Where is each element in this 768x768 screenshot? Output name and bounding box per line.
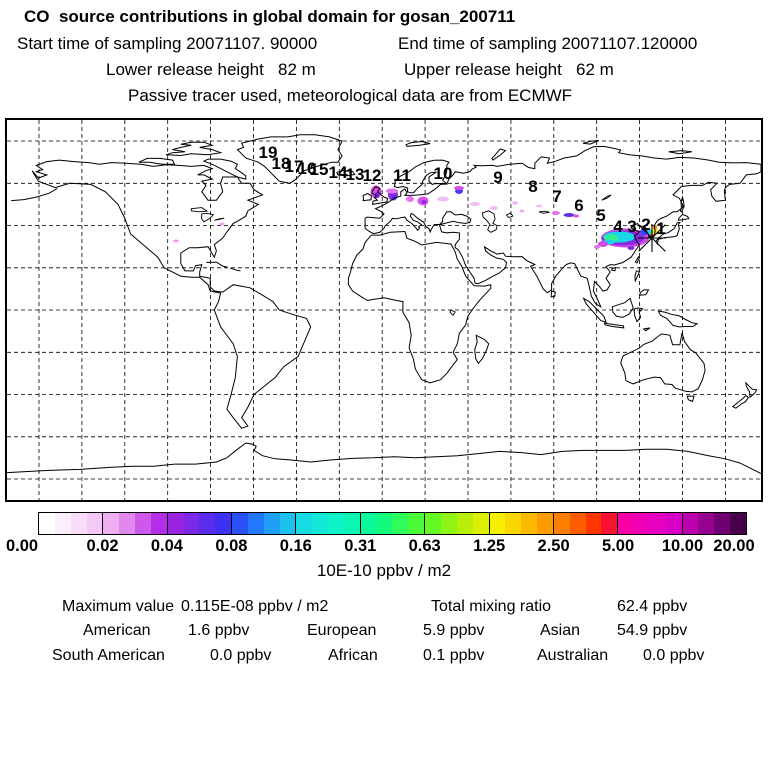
- lower-release-height: Lower release height 82 m: [106, 60, 316, 79]
- svg-text:10: 10: [434, 164, 453, 183]
- world-map: 19 18 17 16 15 14 13 12 11 10 9 8 7 6 5 4 3 2 1: [5, 118, 763, 502]
- colorbar-tick: 0.02: [86, 537, 119, 555]
- svg-text:3: 3: [627, 217, 636, 236]
- svg-text:9: 9: [493, 168, 502, 187]
- colorbar-tick: 10.00: [661, 537, 704, 555]
- coastlines: [7, 134, 761, 475]
- total-mixing-ratio-value: 62.4 ppbv: [617, 598, 688, 615]
- max-value: 0.115E-08 ppbv / m2: [181, 598, 329, 615]
- svg-text:11: 11: [393, 166, 411, 185]
- graticule: [7, 120, 761, 500]
- svg-text:12: 12: [363, 166, 382, 185]
- colorbar-tick: 0.63: [408, 537, 441, 555]
- european-label: European: [307, 622, 377, 639]
- american-label: American: [83, 622, 151, 639]
- svg-text:8: 8: [528, 177, 537, 196]
- colorbar-segment: [424, 513, 489, 534]
- svg-text:13: 13: [346, 165, 365, 184]
- svg-text:2: 2: [641, 215, 650, 234]
- page-title: CO source contributions in global domain…: [24, 7, 516, 26]
- american-value: 1.6 ppbv: [188, 622, 250, 639]
- african-label: African: [328, 647, 378, 664]
- colorbar-tick: 5.00: [602, 537, 635, 555]
- colorbar: [38, 512, 747, 535]
- svg-text:15: 15: [310, 160, 329, 179]
- colorbar-tick: 0.00: [5, 537, 39, 555]
- upper-release-height: Upper release height 62 m: [404, 60, 614, 79]
- total-mixing-ratio-label: Total mixing ratio: [431, 598, 552, 615]
- colorbar-segment: [231, 513, 296, 534]
- colorbar-segment: [488, 513, 553, 534]
- african-value: 0.1 ppbv: [423, 647, 485, 664]
- svg-text:19: 19: [259, 143, 278, 162]
- svg-text:17: 17: [285, 157, 304, 176]
- sampling-start-time: Start time of sampling 20071107. 90000: [17, 34, 318, 53]
- svg-text:5: 5: [596, 206, 605, 225]
- svg-text:18: 18: [272, 154, 291, 173]
- colorbar-tick: 20.00: [713, 537, 755, 555]
- tracer-note: Passive tracer used, meteorological data…: [128, 86, 573, 105]
- colorbar-segment: [681, 513, 746, 534]
- colorbar-tick: 0.08: [215, 537, 248, 555]
- colorbar-segment: [295, 513, 360, 534]
- colorbar-segment: [359, 513, 425, 534]
- svg-text:4: 4: [613, 217, 623, 236]
- european-value: 5.9 ppbv: [423, 622, 485, 639]
- colorbar-tick: 0.31: [344, 537, 377, 555]
- colorbar-segment: [102, 513, 167, 534]
- colorbar-segment: [166, 513, 232, 534]
- sampling-end-time: End time of sampling 20071107.120000: [398, 34, 698, 53]
- colorbar-segment: [552, 513, 618, 534]
- svg-text:16: 16: [298, 159, 317, 178]
- svg-text:7: 7: [552, 187, 561, 206]
- australian-value: 0.0 ppbv: [643, 647, 705, 664]
- south-american-value: 0.0 ppbv: [210, 647, 272, 664]
- colorbar-tick: 0.16: [279, 537, 312, 555]
- asian-value: 54.9 ppbv: [617, 622, 688, 639]
- svg-text:6: 6: [574, 196, 583, 215]
- max-value-label: Maximum value: [62, 598, 175, 615]
- colorbar-segment: [617, 513, 682, 534]
- svg-text:14: 14: [329, 163, 348, 182]
- colorbar-unit-label: 10E-10 ppbv / m2: [316, 561, 452, 580]
- australian-label: Australian: [537, 647, 609, 664]
- south-american-label: South American: [52, 647, 165, 664]
- colorbar-tick: 1.25: [473, 537, 506, 555]
- colorbar-segment: [39, 513, 103, 534]
- svg-text:1: 1: [656, 219, 665, 238]
- asian-label: Asian: [540, 622, 581, 639]
- colorbar-tick: 2.50: [537, 537, 570, 555]
- colorbar-tick: 0.04: [150, 537, 183, 555]
- receptor-star-icon: [638, 224, 666, 252]
